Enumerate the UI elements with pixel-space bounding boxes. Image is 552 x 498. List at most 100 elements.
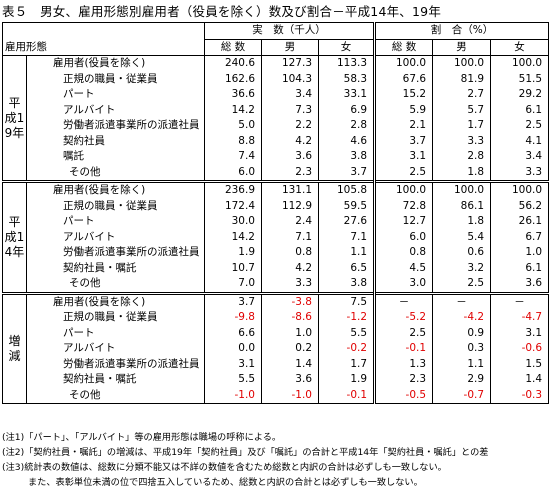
table-cell: 2.5 [432, 276, 491, 293]
table-cell: 4.6 [317, 133, 375, 149]
table-row: パート 6.6 1.0 5.5 2.5 0.9 3.1 [3, 325, 550, 341]
row-label: 契約社員・嘱託 [26, 372, 205, 388]
table-cell: 3.3 [490, 164, 550, 182]
table-cell: 100.0 [432, 55, 491, 72]
table-cell: 86.1 [432, 198, 491, 214]
row-label: 正規の職員・従業員 [26, 71, 205, 87]
table-cell: － [490, 291, 550, 310]
table-cell: 51.5 [490, 71, 550, 87]
note-3: (注3)統計表の数値は、総数に分類不能又は不詳の数値を含むため総数と内訳の合計は… [2, 462, 447, 473]
header-col-wariai-male: 男 [432, 39, 491, 56]
table-cell: 0.6 [432, 245, 491, 261]
table-cell: 100.0 [373, 180, 433, 199]
table-cell: 7.1 [261, 229, 319, 245]
table-cell: 6.7 [490, 229, 550, 245]
table-cell: 5.5 [317, 325, 375, 341]
header-corner-top [2, 22, 205, 39]
table-cell: 3.7 [373, 133, 433, 149]
table-row: パート 30.0 2.4 27.6 12.7 1.8 26.1 [3, 214, 550, 230]
table-cell: 2.1 [373, 118, 433, 134]
table-row: アルバイト 14.2 7.3 6.9 5.9 5.7 6.1 [3, 102, 550, 118]
table-cell: 1.9 [204, 245, 262, 261]
table-cell: 113.3 [317, 55, 375, 72]
table-cell: 3.7 [204, 291, 262, 310]
table-cell: 59.5 [317, 198, 375, 214]
table-cell: 3.6 [261, 149, 319, 165]
table-cell: 1.7 [317, 356, 375, 372]
row-label: その他 [26, 276, 205, 293]
table-cell: 15.2 [373, 87, 433, 103]
table-cell: 3.1 [204, 356, 262, 372]
row-label: アルバイト [26, 229, 205, 245]
table-row: 労働者派遣事業所の派遣社員 5.0 2.2 2.8 2.1 1.7 2.5 [3, 118, 550, 134]
row-label: 労働者派遣事業所の派遣社員 [26, 118, 205, 134]
table-cell: 6.9 [317, 102, 375, 118]
table-cell: 3.1 [490, 325, 550, 341]
table-cell: -1.0 [204, 387, 262, 404]
table-cell: 8.8 [204, 133, 262, 149]
row-label: パート [26, 214, 205, 230]
table-cell: 26.1 [490, 214, 550, 230]
table-cell: 4.1 [490, 133, 550, 149]
table-cell: 0.8 [261, 245, 319, 261]
table-row: 平成19年 雇用者(役員を除く) 240.6 127.3 113.3 100.0 100.0… [2, 55, 550, 182]
table-cell: 29.2 [490, 87, 550, 103]
row-label: その他 [26, 164, 205, 182]
table-cell: 1.8 [432, 214, 491, 230]
table-cell: 236.9 [204, 180, 262, 199]
table-cell: 6.1 [490, 260, 550, 276]
table-cell: 6.0 [204, 164, 262, 182]
note-1: (注1)「パート」、「アルバイト」等の雇用形態は職場の呼称による。 [2, 432, 282, 443]
table-cell: -0.1 [373, 341, 433, 357]
table-cell: 131.1 [261, 180, 319, 199]
table-cell: 3.2 [432, 260, 491, 276]
table-cell: 0.3 [432, 341, 491, 357]
table-cell: -8.6 [261, 310, 319, 326]
table-row: 契約社員・嘱託 5.5 3.6 1.9 2.3 2.9 1.4 [3, 372, 550, 388]
table-cell: 6.6 [204, 325, 262, 341]
table-cell: 1.5 [490, 356, 550, 372]
table-cell: 5.4 [432, 229, 491, 245]
header-group-wariai: 割 合（%） [373, 22, 550, 40]
table-cell: 56.2 [490, 198, 550, 214]
table-cell: 14.2 [204, 229, 262, 245]
header-col-jitsu-female: 女 [317, 39, 375, 56]
table-row: 平成14年 雇用者(役員を除く) 236.9 131.1 105.8 100.0 100.0… [2, 180, 550, 293]
row-label: 労働者派遣事業所の派遣社員 [26, 245, 205, 261]
table-cell: 5.7 [432, 102, 491, 118]
section-label: 平成19年 [2, 55, 27, 182]
header-row-label: 雇用形態 [2, 39, 205, 56]
table-cell: -9.8 [204, 310, 262, 326]
table-cell: 0.0 [204, 341, 262, 357]
table-cell: 4.5 [373, 260, 433, 276]
table-cell: 27.6 [317, 214, 375, 230]
table-cell: 6.0 [373, 229, 433, 245]
table-cell: 12.7 [373, 214, 433, 230]
table-cell: 33.1 [317, 87, 375, 103]
table-cell: 6.1 [490, 102, 550, 118]
table-cell: 112.9 [261, 198, 319, 214]
table-cell: 6.5 [317, 260, 375, 276]
section-label: 増減 [2, 291, 27, 404]
table-row: アルバイト 14.2 7.1 7.1 6.0 5.4 6.7 [3, 229, 550, 245]
table-row: 正規の職員・従業員 172.4 112.9 59.5 72.8 86.1 56.2 [3, 198, 550, 214]
table-cell: 2.5 [373, 164, 433, 182]
row-label: 正規の職員・従業員 [26, 198, 205, 214]
table-cell: -5.2 [373, 310, 433, 326]
header-col-jitsu-male: 男 [261, 39, 319, 56]
row-label: 契約社員・嘱託 [26, 260, 205, 276]
row-label: パート [26, 87, 205, 103]
table-cell: 3.0 [373, 276, 433, 293]
table-cell: 3.3 [261, 276, 319, 293]
table-cell: 2.5 [490, 118, 550, 134]
table-cell: 127.3 [261, 55, 319, 72]
table-cell: 30.0 [204, 214, 262, 230]
table-cell: 5.0 [204, 118, 262, 134]
table-cell: 0.8 [373, 245, 433, 261]
table-cell: 2.9 [432, 372, 491, 388]
table-cell: 3.4 [261, 87, 319, 103]
table-cell: -4.2 [432, 310, 491, 326]
note-4: また、表彰単位未満の位で四捨五入しているため、総数と内訳の合計とは必ずしも一致し… [28, 477, 423, 488]
row-label: その他 [26, 387, 205, 404]
table-cell: 3.8 [317, 149, 375, 165]
